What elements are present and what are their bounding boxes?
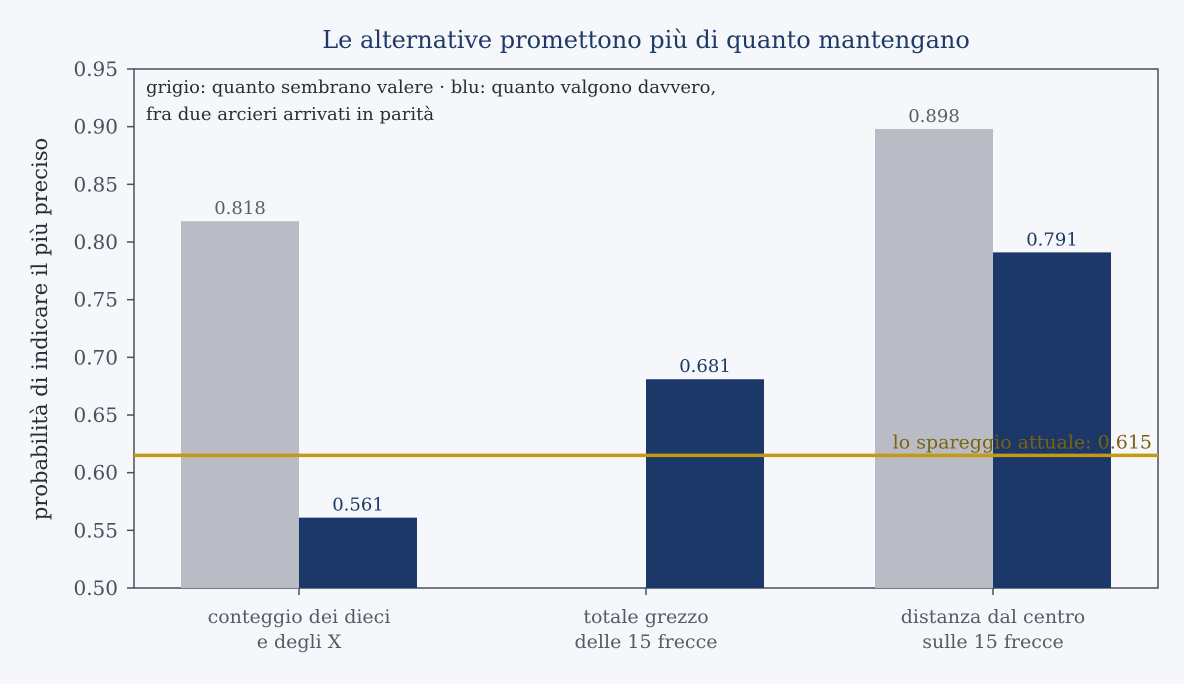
y-axis: 0.50 0.55 0.60 0.65 0.70 0.75 0.80 0.85 0.90 0.95 xyxy=(73,57,134,600)
bars: 0.818 0.898 0.561 0.681 0.791 xyxy=(181,106,1111,589)
y-tick-label: 0.50 xyxy=(73,576,118,600)
x-category-label: e degli X xyxy=(257,631,342,653)
y-tick-label: 0.55 xyxy=(73,518,118,542)
bar xyxy=(181,221,299,589)
bar-value-label: 0.791 xyxy=(1026,229,1078,250)
bar-value-label: 0.818 xyxy=(214,198,266,219)
reference-group: lo spareggio attuale: 0.615 xyxy=(134,431,1158,458)
x-category-label: sulle 15 frecce xyxy=(922,631,1064,653)
bar-value-label: 0.681 xyxy=(679,356,731,377)
y-tick-label: 0.95 xyxy=(73,57,118,81)
bar-value-label: 0.561 xyxy=(332,495,384,516)
bar xyxy=(646,379,764,588)
y-tick-label: 0.85 xyxy=(73,172,118,196)
x-category-label: distanza dal centro xyxy=(901,606,1085,628)
y-tick-label: 0.75 xyxy=(73,288,118,312)
y-tick-label: 0.90 xyxy=(73,115,118,139)
bar-value-label: 0.898 xyxy=(908,106,960,127)
y-tick-label: 0.60 xyxy=(73,461,118,485)
reference-line-label: lo spareggio attuale: 0.615 xyxy=(893,431,1152,453)
bar xyxy=(875,128,993,588)
y-tick-label: 0.65 xyxy=(73,403,118,427)
x-category-label: conteggio dei dieci xyxy=(208,606,391,628)
y-tick-label: 0.70 xyxy=(73,345,118,369)
x-axis: conteggio dei dieci e degli X totale grezz… xyxy=(208,588,1085,653)
legend-note-line1: grigio: quanto sembrano valere · blu: qu… xyxy=(146,77,716,98)
y-tick-label: 0.80 xyxy=(73,230,118,254)
bar xyxy=(299,517,417,588)
chart-title: Le alternative promettono più di quanto … xyxy=(322,26,970,54)
legend-note-line2: fra due arcieri arrivati in parità xyxy=(146,104,434,125)
y-axis-label: probabilità di indicare il più preciso xyxy=(28,138,52,520)
bar xyxy=(993,252,1111,588)
x-category-label: delle 15 frecce xyxy=(575,631,718,653)
x-category-label: totale grezzo xyxy=(583,606,708,628)
